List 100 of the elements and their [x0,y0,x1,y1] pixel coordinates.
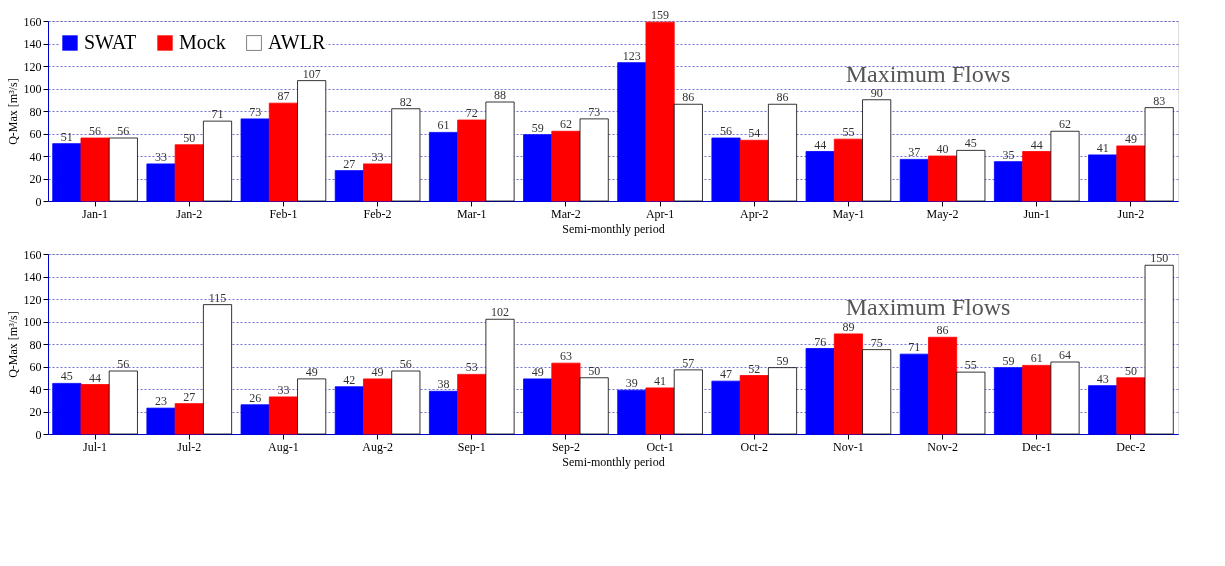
y-tick-label: 60 [29,127,42,141]
bar [1022,364,1052,435]
y-tick-label: 160 [23,247,42,262]
x-tick-label: Jun-2 [1117,206,1145,221]
bar [174,403,204,435]
bar [240,118,270,202]
x-tick-label: Dec-1 [1022,439,1052,454]
data-label: 54 [748,126,761,141]
bar [523,134,553,202]
x-tick-label: Oct-1 [646,439,674,454]
x-tick-label: Jan-1 [82,206,109,221]
data-label: 56 [399,357,412,371]
data-label: 44 [89,370,102,385]
data-label: 55 [842,125,855,140]
data-label: 71 [211,107,224,122]
bar [617,389,647,435]
data-label: 59 [776,353,789,368]
data-label: 23 [155,394,167,409]
bar [862,99,892,202]
data-label: 41 [1096,140,1109,155]
y-tick-label: 120 [23,59,42,74]
data-label: 73 [588,104,601,119]
data-label: 88 [494,88,506,102]
bar [240,404,270,435]
bar [673,103,703,202]
data-label: 53 [465,360,478,375]
x-tick-label: Sep-1 [457,439,486,454]
y-tick-label: 160 [23,14,42,29]
data-label: 76 [814,334,827,349]
bar [805,151,835,202]
x-tick-label: Aug-2 [362,439,393,454]
y-tick-label: 40 [29,149,42,164]
annotation: Maximum Flows [845,294,1011,320]
data-label: 45 [964,136,977,151]
y-tick-label: 0 [35,427,42,442]
data-label: 86 [776,90,789,105]
data-label: 50 [183,130,196,145]
data-label: 82 [399,94,412,109]
data-label: 47 [720,367,732,382]
bar [428,390,459,435]
y-axis-title: Q-Max [m³/s] [5,78,20,145]
data-label: 73 [249,104,262,119]
data-label: 72 [465,106,478,120]
bar [993,367,1024,435]
bar [268,396,298,435]
x-tick-label: Sep-2 [551,439,580,454]
x-axis-title: Semi-monthly period [562,454,665,469]
data-label: 44 [1030,137,1043,152]
x-tick-label: Apr-1 [645,206,675,221]
bar [1116,377,1146,435]
legend-label: SWAT [84,31,137,53]
bar [617,62,647,202]
data-label: 26 [249,390,262,405]
data-label: 56 [117,124,130,138]
bar [551,362,581,435]
x-tick-label: Oct-2 [740,439,768,454]
y-tick-label: 20 [29,172,42,186]
y-tick-label: 100 [23,82,42,96]
x-tick-label: Nov-1 [833,439,864,454]
data-label: 86 [682,90,695,105]
data-label: 35 [1002,147,1015,162]
bar [1088,385,1118,435]
bar [928,336,958,435]
data-label: 42 [343,372,356,387]
bar [108,370,138,435]
bar [334,386,364,435]
y-tick-label: 0 [35,194,42,209]
data-label: 61 [1030,351,1043,366]
data-label: 49 [371,364,384,379]
bar [645,21,675,202]
bar [297,80,327,202]
bar [268,102,298,202]
bar [579,118,609,202]
data-label: 56 [720,124,732,138]
bar [80,137,110,202]
bar [1144,107,1174,202]
data-label: 33 [155,149,167,164]
x-tick-label: Jan-2 [176,206,203,221]
data-label: 44 [814,137,827,152]
bar [363,163,393,202]
data-label: 37 [908,145,921,160]
x-tick-label: Apr-2 [740,206,769,221]
data-label: 33 [371,149,384,164]
y-tick-label: 40 [29,382,42,397]
data-label: 56 [89,124,102,138]
y-tick-label: 140 [23,270,42,284]
data-label: 38 [437,377,450,392]
bar [108,137,138,202]
bar [146,407,176,435]
bar [1144,264,1174,435]
x-tick-label: Feb-1 [269,206,298,221]
bar [899,353,929,435]
bar [174,144,204,202]
data-label: 86 [936,323,949,338]
data-label: 57 [682,355,695,370]
bar [833,138,863,202]
data-label: 41 [654,373,667,388]
y-tick-label: 60 [29,360,42,374]
data-label: 39 [625,376,638,391]
x-tick-label: Nov-2 [927,439,958,454]
